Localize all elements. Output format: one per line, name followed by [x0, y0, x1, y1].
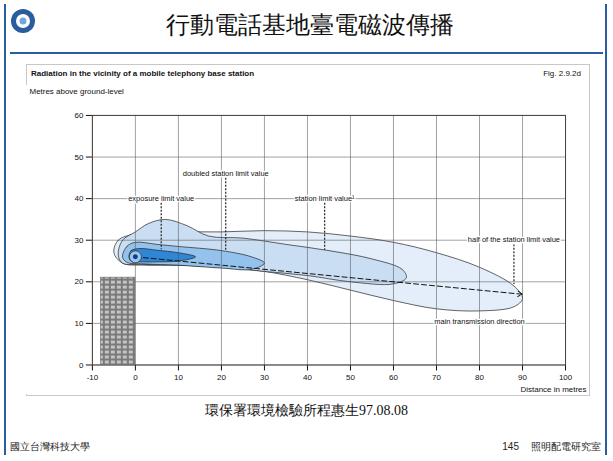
- svg-text:20: 20: [217, 373, 226, 382]
- svg-text:doubled station limit value: doubled station limit value: [183, 169, 269, 178]
- svg-text:50: 50: [346, 373, 355, 382]
- svg-text:50: 50: [75, 153, 84, 162]
- svg-text:0: 0: [79, 361, 84, 370]
- svg-text:0: 0: [133, 373, 138, 382]
- svg-text:exposure limit value: exposure limit value: [128, 194, 194, 203]
- svg-text:Metres above ground-level: Metres above ground-level: [30, 87, 125, 96]
- html-text:Fig. 2.9.2d: Fig. 2.9.2d: [543, 69, 581, 78]
- html-text:環保署環境檢驗所程惠生97.08.08: 環保署環境檢驗所程惠生97.08.08: [205, 403, 408, 418]
- svg-text:90: 90: [518, 373, 527, 382]
- svg-text:-10: -10: [87, 373, 99, 382]
- svg-text:10: 10: [174, 373, 183, 382]
- svg-text:half of the station limit valu: half of the station limit value: [468, 235, 560, 244]
- svg-text:40: 40: [303, 373, 312, 382]
- svg-text:60: 60: [75, 111, 84, 120]
- svg-text:10: 10: [75, 319, 84, 328]
- svg-text:60: 60: [389, 373, 398, 382]
- html-text:照明配電研究室: 照明配電研究室: [531, 441, 601, 452]
- svg-text:Distance in metres: Distance in metres: [520, 385, 586, 394]
- html-text:行動電話基地臺電磁波傳播: 行動電話基地臺電磁波傳播: [166, 12, 454, 38]
- svg-text:30: 30: [75, 236, 84, 245]
- svg-text:30: 30: [260, 373, 269, 382]
- svg-text:80: 80: [475, 373, 484, 382]
- svg-text:20: 20: [75, 277, 84, 286]
- svg-text:40: 40: [75, 194, 84, 203]
- svg-text:100: 100: [559, 373, 573, 382]
- html-text:145: 145: [502, 441, 519, 452]
- html-text:Radiation in the vicinity of a: Radiation in the vicinity of a mobile te…: [31, 69, 255, 78]
- svg-text:70: 70: [432, 373, 441, 382]
- svg-text:main transmission direction: main transmission direction: [434, 317, 524, 326]
- svg-text:station limit value¹: station limit value¹: [295, 194, 355, 203]
- html-text:國立台灣科技大學: 國立台灣科技大學: [10, 441, 90, 452]
